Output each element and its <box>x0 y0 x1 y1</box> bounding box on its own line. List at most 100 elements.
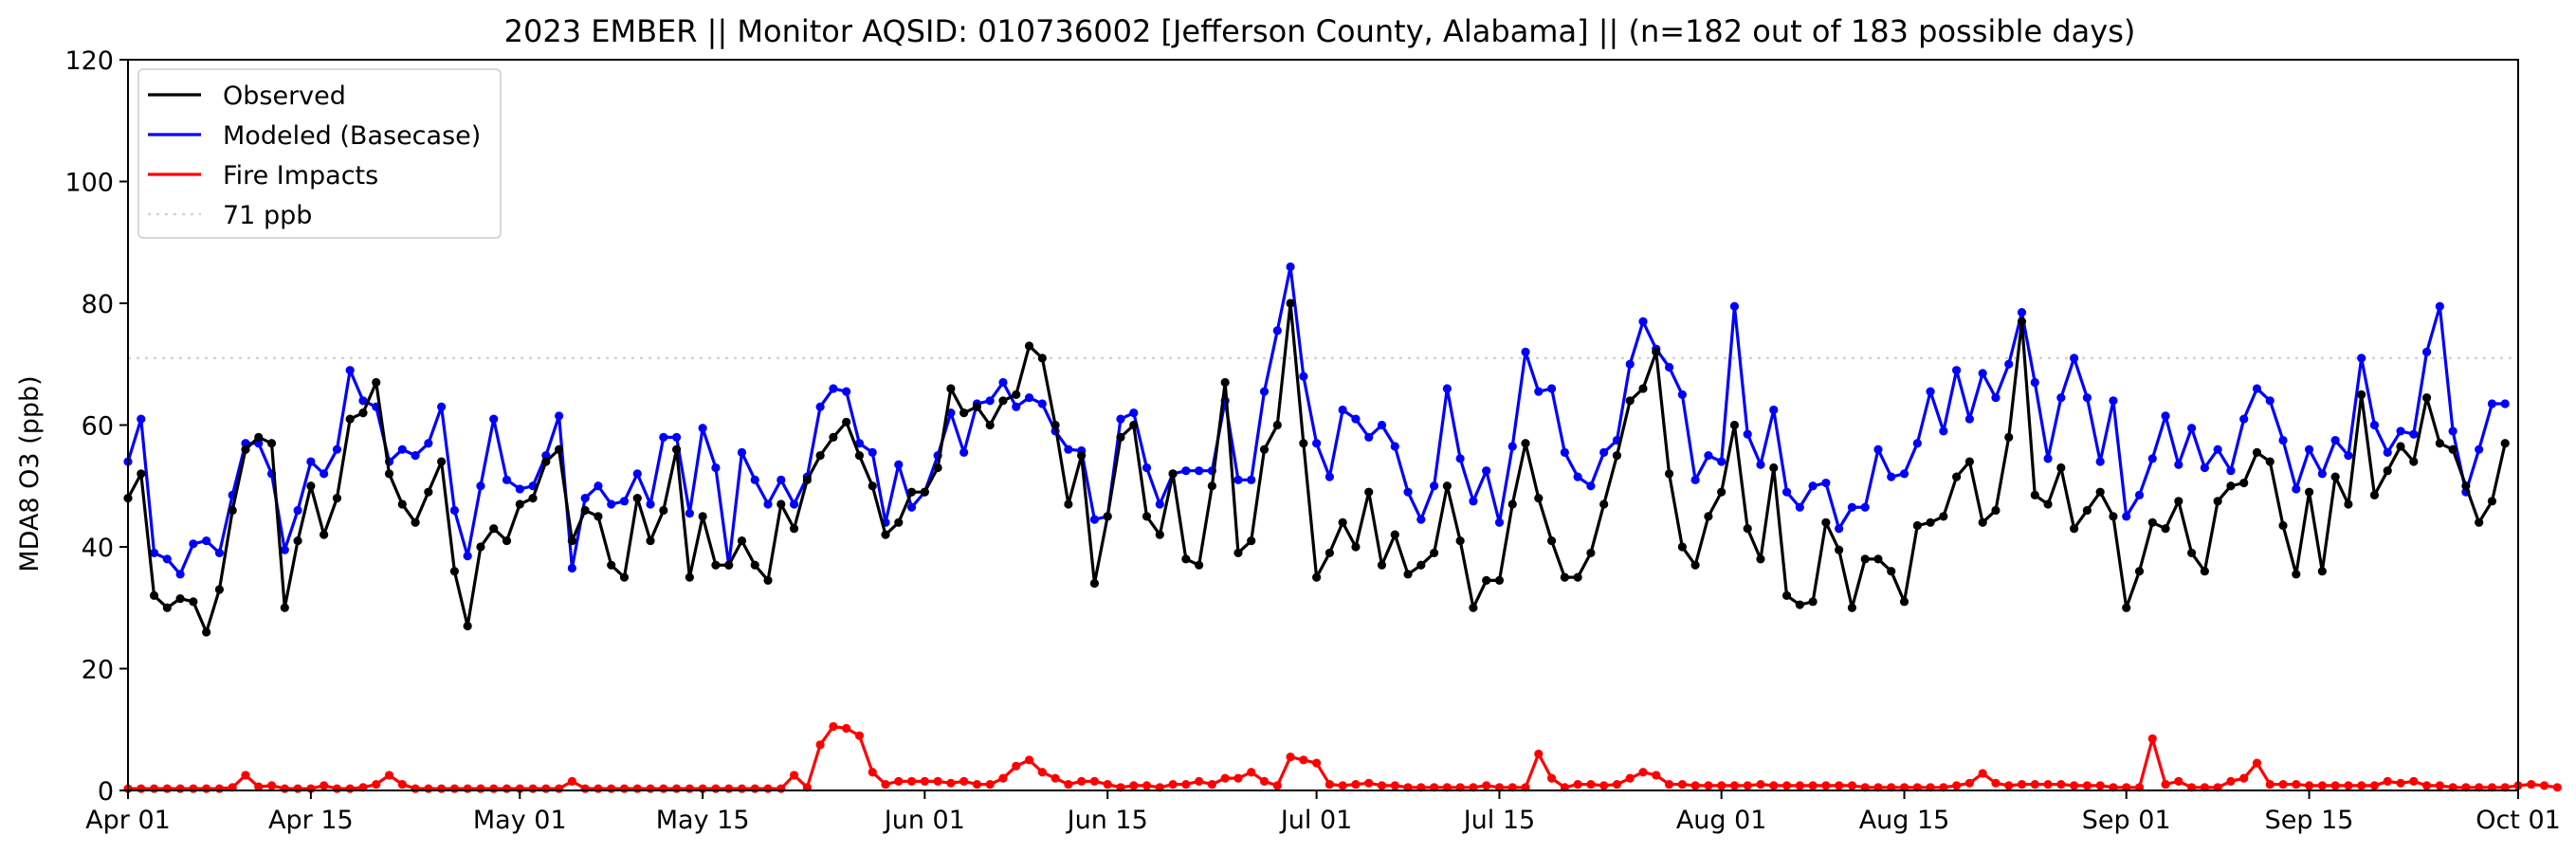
data-point-modeled-basecase <box>671 432 682 442</box>
data-point-fire-impacts <box>175 784 185 793</box>
data-point-observed <box>2304 487 2314 497</box>
data-point-observed <box>1952 472 1962 481</box>
data-point-observed <box>1899 597 1909 607</box>
data-point-observed <box>1769 463 1779 473</box>
data-point-modeled-basecase <box>1455 454 1465 463</box>
data-point-fire-impacts <box>1103 779 1112 789</box>
data-point-modeled-basecase <box>789 499 799 509</box>
data-point-observed <box>202 627 211 637</box>
data-point-modeled-basecase <box>1638 317 1648 326</box>
data-point-fire-impacts <box>1546 773 1557 783</box>
data-point-modeled-basecase <box>1899 469 1909 479</box>
data-point-modeled-basecase <box>1952 366 1962 375</box>
data-point-fire-impacts <box>815 740 825 750</box>
ticks-layer: 0 20 40 60 80 100 120 Apr 01 Apr 15 May 01 May 15 J… <box>64 46 2560 835</box>
chart-title: 2023 EMBER || Monitor AQSID: 010736002 [… <box>504 13 2136 49</box>
data-point-modeled-basecase <box>2265 396 2275 406</box>
data-point-observed <box>985 420 995 430</box>
data-point-observed <box>567 535 576 546</box>
data-point-observed <box>1704 512 1713 521</box>
data-point-modeled-basecase <box>2043 454 2053 463</box>
data-point-fire-impacts <box>397 779 407 789</box>
data-point-fire-impacts <box>1821 781 1831 790</box>
data-point-observed <box>1338 517 1347 527</box>
data-point-modeled-basecase <box>2161 411 2170 421</box>
y-tick-label: 0 <box>98 777 114 807</box>
data-point-modeled-basecase <box>1926 387 1935 396</box>
data-point-modeled-basecase <box>1155 499 1164 509</box>
x-tick-label: Jul 15 <box>1462 806 1536 835</box>
data-point-modeled-basecase <box>424 439 433 448</box>
data-point-fire-impacts <box>2357 781 2366 790</box>
data-point-fire-impacts <box>972 779 982 789</box>
data-point-modeled-basecase <box>2344 451 2353 461</box>
data-point-observed <box>1652 347 1661 356</box>
data-point-observed <box>1247 535 1256 546</box>
plot-background <box>128 60 2518 790</box>
data-point-fire-impacts <box>1012 761 1021 771</box>
data-point-modeled-basecase <box>2070 354 2079 363</box>
data-point-fire-impacts <box>2421 781 2432 790</box>
data-point-modeled-basecase <box>1416 515 1426 524</box>
data-point-observed <box>946 384 956 393</box>
data-point-modeled-basecase <box>1259 387 1270 396</box>
data-point-fire-impacts <box>1781 781 1792 790</box>
data-point-observed <box>384 469 394 479</box>
data-point-fire-impacts <box>2304 781 2314 790</box>
data-point-fire-impacts <box>1168 779 1178 789</box>
data-point-observed <box>659 505 668 516</box>
data-point-fire-impacts <box>2082 781 2092 790</box>
data-point-modeled-basecase <box>1312 439 1322 448</box>
data-point-fire-impacts <box>1795 781 1804 790</box>
data-point-observed <box>162 603 172 612</box>
data-point-fire-impacts <box>528 784 538 793</box>
data-point-observed <box>2043 499 2053 509</box>
data-point-fire-impacts <box>1037 768 1047 777</box>
y-tick-label: 100 <box>64 169 114 198</box>
data-point-observed <box>1690 560 1700 570</box>
data-point-modeled-basecase <box>2004 359 2014 369</box>
data-point-modeled-basecase <box>711 463 721 473</box>
data-point-modeled-basecase <box>489 414 499 424</box>
data-point-fire-impacts <box>567 776 576 786</box>
data-point-observed <box>959 408 969 418</box>
legend-label-modeled-basecase: Modeled (Basecase) <box>223 121 481 151</box>
data-point-fire-impacts <box>1089 776 1100 786</box>
data-point-observed <box>1024 341 1034 351</box>
data-point-fire-impacts <box>293 784 302 793</box>
data-point-fire-impacts <box>2147 734 2157 743</box>
data-point-observed <box>1939 512 1948 521</box>
data-point-modeled-basecase <box>842 387 851 396</box>
data-point-observed <box>1168 469 1178 479</box>
data-point-fire-impacts <box>411 784 420 793</box>
data-point-modeled-basecase <box>2056 392 2066 403</box>
x-tick-label: Oct 01 <box>2476 806 2561 835</box>
data-point-observed <box>1912 520 1922 531</box>
data-point-observed <box>2056 463 2066 473</box>
data-point-modeled-basecase <box>2369 420 2380 430</box>
data-point-modeled-basecase <box>607 499 616 509</box>
data-point-observed <box>2239 478 2249 488</box>
data-point-modeled-basecase <box>1690 475 1700 484</box>
data-point-observed <box>829 432 838 442</box>
data-point-observed <box>2213 497 2222 506</box>
data-point-modeled-basecase <box>137 414 146 424</box>
data-point-observed <box>933 463 942 473</box>
data-point-observed <box>424 487 433 497</box>
data-point-modeled-basecase <box>1377 420 1387 430</box>
data-point-modeled-basecase <box>1089 515 1100 524</box>
data-point-observed <box>1573 572 1582 582</box>
data-point-fire-impacts <box>2043 779 2053 789</box>
data-point-observed <box>2070 524 2079 534</box>
data-point-modeled-basecase <box>619 497 630 506</box>
data-point-modeled-basecase <box>1442 384 1452 393</box>
data-point-fire-impacts <box>1286 753 1295 762</box>
data-point-observed <box>1847 603 1857 612</box>
data-point-fire-impacts <box>1482 781 1491 790</box>
data-point-fire-impacts <box>946 778 956 788</box>
data-point-observed <box>2369 490 2380 499</box>
data-point-observed <box>815 451 825 461</box>
data-point-modeled-basecase <box>2109 396 2118 406</box>
data-point-fire-impacts <box>659 784 668 793</box>
data-point-fire-impacts <box>646 784 655 793</box>
